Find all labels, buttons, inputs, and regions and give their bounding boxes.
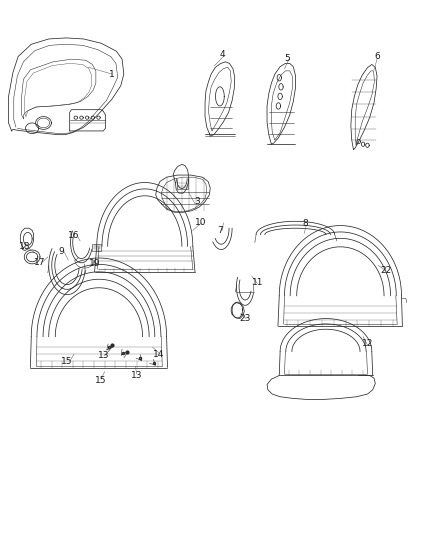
Text: 13: 13 xyxy=(98,351,109,360)
Text: 12: 12 xyxy=(362,339,373,348)
Text: 9: 9 xyxy=(58,247,64,256)
Text: 15: 15 xyxy=(61,357,73,366)
Text: 17: 17 xyxy=(34,258,46,266)
Bar xyxy=(92,244,101,251)
Text: 6: 6 xyxy=(374,52,380,61)
Text: 13: 13 xyxy=(131,371,143,380)
Text: 10: 10 xyxy=(195,219,206,228)
Text: 15: 15 xyxy=(95,376,106,385)
Text: 7: 7 xyxy=(217,226,223,235)
Text: 14: 14 xyxy=(153,350,164,359)
Text: 5: 5 xyxy=(284,54,290,62)
Text: 18: 18 xyxy=(19,242,31,251)
Text: 3: 3 xyxy=(194,197,200,206)
Text: 16: 16 xyxy=(68,231,80,240)
Text: 22: 22 xyxy=(380,266,392,275)
Text: 19: 19 xyxy=(89,260,100,268)
Text: 1: 1 xyxy=(109,70,115,78)
Text: 4: 4 xyxy=(220,51,225,59)
Text: 23: 23 xyxy=(240,314,251,323)
Text: 8: 8 xyxy=(303,220,308,229)
Text: 11: 11 xyxy=(252,278,263,287)
